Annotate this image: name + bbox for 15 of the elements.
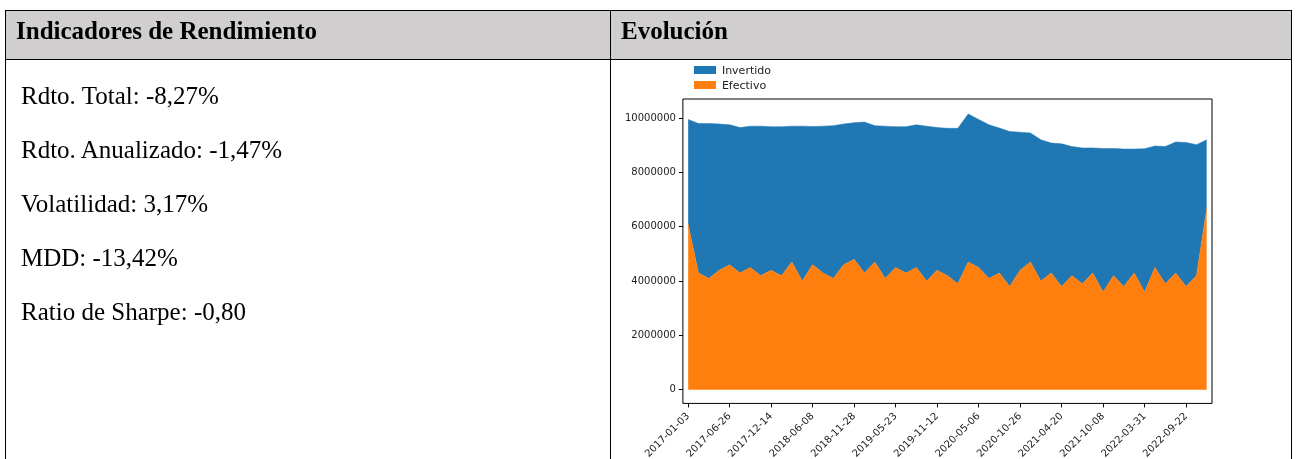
y-tick-label: 10000000 <box>624 111 676 123</box>
y-tick-label: 6000000 <box>631 220 676 232</box>
text: Ratio de Sharpe: -0,80 <box>21 297 247 327</box>
text: Volatilidad: 3,17% <box>21 189 210 219</box>
y-tick-label: 0 <box>669 383 676 395</box>
text: Rdto. Anualizado: -1,47% <box>21 135 284 165</box>
y-tick-label: 4000000 <box>631 274 676 286</box>
y-tick-label: 2000000 <box>631 329 676 341</box>
legend-label: Efectivo <box>721 79 767 92</box>
text: Rdto. Total: -8,27% <box>21 81 220 111</box>
text: MDD: -13,42% <box>21 243 179 273</box>
y-tick-label: 8000000 <box>631 165 676 177</box>
legend-label: Invertido <box>721 64 771 77</box>
text: Indicadores de Rendimiento <box>5 10 611 60</box>
chart-title: Evolución <box>610 10 1292 60</box>
